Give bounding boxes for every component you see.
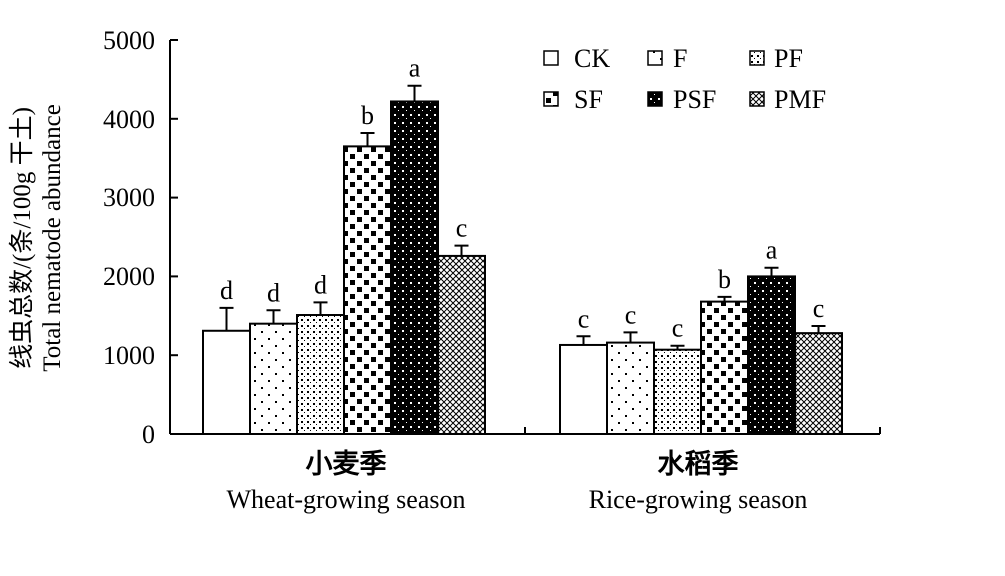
bars-layer: d c d c d c b b a a c c bbox=[202, 54, 843, 436]
error-bar bbox=[764, 266, 779, 277]
legend-label-pf: PF bbox=[774, 44, 803, 73]
bar-pmf bbox=[794, 332, 843, 435]
error-bar bbox=[623, 331, 638, 343]
error-bar bbox=[454, 244, 469, 256]
y-axis-label-cn: 线虫总数/(条/100g 干土) bbox=[8, 107, 36, 369]
significance-letter: c bbox=[625, 300, 637, 329]
legend: CK F PF SF PSF PMF bbox=[543, 44, 826, 114]
y-tick-label: 2000 bbox=[103, 262, 155, 291]
category-label-cn: 水稻季 bbox=[658, 449, 739, 479]
significance-letter: b bbox=[361, 101, 374, 130]
legend-swatch-f bbox=[647, 50, 663, 66]
y-tick-label: 3000 bbox=[103, 183, 155, 212]
bar-f bbox=[606, 341, 655, 436]
bar-pf bbox=[296, 314, 345, 435]
legend-label-sf: SF bbox=[574, 85, 603, 114]
category-labels: 小麦季 Wheat-growing season 水稻季 Rice-growin… bbox=[227, 449, 808, 514]
significance-letter: c bbox=[578, 304, 590, 333]
legend-label-psf: PSF bbox=[673, 85, 716, 114]
error-bar bbox=[219, 306, 234, 331]
significance-letter: d bbox=[314, 270, 327, 299]
bar-f bbox=[249, 322, 298, 435]
bar-ck bbox=[202, 329, 251, 435]
bar-sf bbox=[700, 300, 749, 435]
error-bar bbox=[717, 295, 732, 302]
category-label-en: Wheat-growing season bbox=[227, 485, 466, 514]
y-ticks: 0 1000 2000 3000 4000 5000 bbox=[103, 26, 178, 449]
category-label-en: Rice-growing season bbox=[589, 485, 808, 514]
y-axis-label-en: Total nematode abundance bbox=[39, 104, 66, 372]
y-tick-label: 0 bbox=[142, 420, 155, 449]
legend-swatch-pf bbox=[749, 50, 765, 66]
category-label-cn: 小麦季 bbox=[306, 449, 387, 479]
bar-ck bbox=[559, 343, 608, 435]
significance-letter: c bbox=[672, 314, 684, 343]
error-bar bbox=[670, 344, 685, 350]
significance-letter: d bbox=[267, 278, 280, 307]
legend-label-pmf: PMF bbox=[774, 85, 826, 114]
significance-letter: a bbox=[766, 236, 778, 265]
bar-sf bbox=[343, 145, 392, 435]
legend-swatch-psf bbox=[647, 91, 663, 107]
y-tick-label: 4000 bbox=[103, 105, 155, 134]
bar-pmf bbox=[437, 254, 486, 435]
bar-psf bbox=[390, 100, 439, 436]
error-bar bbox=[266, 309, 281, 324]
significance-letter: b bbox=[718, 265, 731, 294]
bar-pf bbox=[653, 348, 702, 435]
significance-letter: d bbox=[220, 276, 233, 305]
error-bar bbox=[360, 131, 375, 147]
error-bar bbox=[576, 335, 591, 345]
y-axis-label: 线虫总数/(条/100g 干土) Total nematode abundanc… bbox=[8, 104, 66, 372]
legend-swatch-pmf bbox=[749, 91, 765, 107]
bar-psf bbox=[747, 275, 796, 435]
legend-label-ck: CK bbox=[574, 44, 610, 73]
legend-label-f: F bbox=[673, 44, 687, 73]
significance-letter: a bbox=[409, 54, 421, 83]
legend-swatch-sf bbox=[543, 91, 559, 107]
significance-letter: c bbox=[456, 214, 468, 243]
error-bar bbox=[811, 325, 826, 334]
legend-swatch-ck bbox=[543, 50, 559, 66]
error-bar bbox=[313, 301, 328, 316]
error-bar bbox=[407, 84, 422, 102]
y-tick-label: 5000 bbox=[103, 26, 155, 55]
y-tick-label: 1000 bbox=[103, 341, 155, 370]
significance-letter: c bbox=[813, 294, 825, 323]
